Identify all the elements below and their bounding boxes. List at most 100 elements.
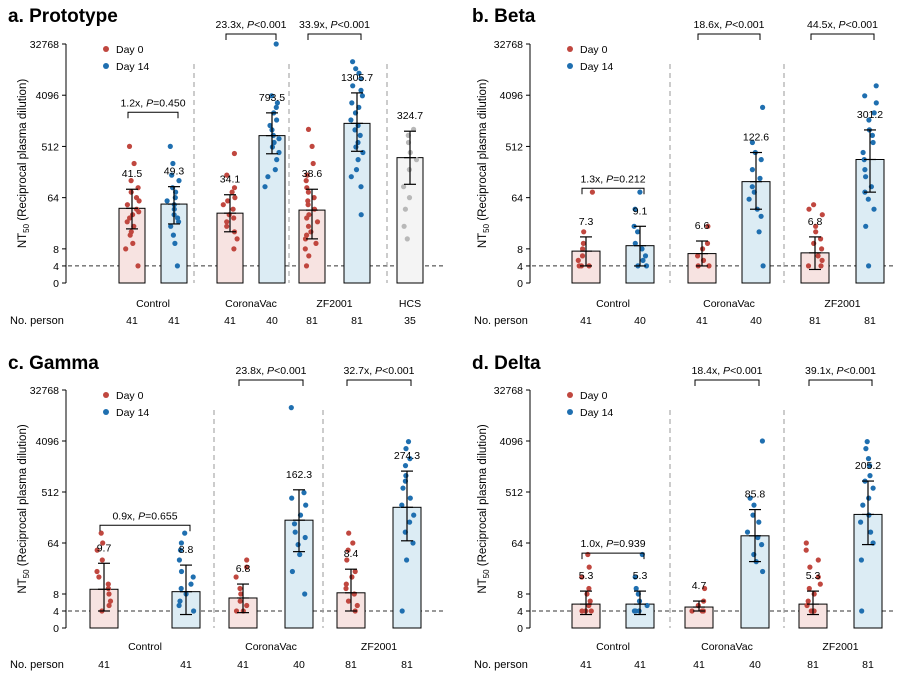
y-tick-label: 64 [511, 538, 523, 550]
gmt-value-label: 162.3 [286, 469, 312, 481]
row-label-no-person: No. person [474, 659, 528, 671]
data-point [579, 253, 586, 259]
data-point [274, 157, 280, 163]
data-point [815, 557, 821, 563]
data-point [811, 202, 817, 208]
y-tick-label: 8 [517, 244, 523, 256]
data-point [176, 557, 182, 563]
gmt-value-label: 122.6 [743, 132, 769, 144]
n-person-value: 41 [634, 659, 646, 671]
gmt-value-label: 7.3 [579, 216, 594, 228]
data-point [177, 547, 184, 553]
data-point [345, 547, 351, 553]
data-point [358, 76, 364, 82]
data-point [133, 195, 140, 201]
group-control: Control 9.7 41 8.8 41 0.9x, P=0.655 [89, 510, 201, 671]
gmt-value-label: 8.8 [179, 544, 194, 556]
y-tick-label: 512 [41, 487, 59, 499]
n-person-value: 40 [266, 315, 278, 327]
data-point [123, 246, 129, 252]
legend-marker [103, 63, 109, 69]
data-point [586, 585, 592, 592]
data-point [632, 240, 638, 246]
data-point [349, 100, 355, 106]
comparison-label: 0.9x, P=0.655 [112, 510, 177, 522]
n-person-value: 41 [98, 659, 110, 671]
data-point [98, 530, 104, 536]
legend-marker [103, 409, 109, 415]
n-person-value: 41 [180, 659, 192, 671]
data-point [403, 473, 409, 479]
data-point [308, 229, 314, 235]
data-point [756, 519, 762, 525]
data-point [407, 456, 413, 462]
comparison-bracket [225, 33, 277, 40]
data-point [863, 223, 869, 229]
n-person-value: 41 [693, 659, 705, 671]
data-point [862, 93, 868, 99]
y-tick-label: 0 [53, 278, 59, 290]
category-label: CoronaVac [225, 298, 277, 310]
group-coronavac: CoronaVac 34.1 41 793.5 40 23.3x, P<0.001 [216, 19, 287, 327]
data-point [704, 240, 711, 246]
data-point [757, 175, 763, 181]
data-point [639, 246, 645, 252]
y-tick-label: 32768 [494, 39, 523, 51]
data-point [870, 485, 876, 491]
gmt-value-label: 8.4 [344, 548, 359, 560]
legend-marker [567, 409, 573, 415]
gmt-value-label: 9.1 [633, 205, 648, 217]
y-tick-label: 4 [53, 261, 59, 273]
data-point [272, 167, 278, 173]
gmt-value-label: 4.7 [692, 580, 707, 592]
data-point [689, 608, 695, 614]
data-point [865, 456, 872, 462]
data-point [575, 257, 581, 263]
gmt-value-label: 38.6 [302, 168, 323, 180]
y-tick-label: 32768 [494, 385, 523, 397]
comparison-label: 39.1x, P<0.001 [805, 365, 876, 377]
comparison-bracket [581, 552, 645, 560]
legend: Day 0 Day 14 [103, 44, 149, 73]
data-point [128, 229, 134, 235]
data-point [353, 66, 359, 72]
data-point [758, 213, 764, 219]
comparison-label: 23.8x, P<0.001 [236, 365, 307, 377]
panel-title: c. Gamma [8, 353, 99, 374]
data-point [305, 202, 311, 208]
category-label: CoronaVac [245, 641, 297, 653]
data-point [131, 160, 137, 167]
y-tick-label: 32768 [30, 385, 59, 397]
data-point [305, 189, 311, 195]
data-point [346, 530, 352, 536]
data-point [191, 608, 197, 614]
data-point [760, 263, 766, 269]
data-point [867, 463, 873, 469]
data-point [863, 446, 869, 452]
data-point [758, 157, 764, 163]
y-tick-label: 512 [505, 141, 523, 153]
data-point [349, 574, 355, 580]
group-control: Control 5.3 41 5.3 41 1.0x, P=0.939 [571, 538, 655, 671]
data-point [127, 215, 133, 221]
legend-marker [567, 63, 573, 69]
data-point [756, 229, 762, 235]
n-person-value: 81 [351, 315, 363, 327]
data-point [230, 206, 236, 212]
data-point [860, 502, 866, 508]
data-point [413, 157, 420, 163]
data-point [399, 502, 405, 508]
data-point [759, 438, 766, 444]
data-point [358, 184, 364, 190]
y-tick-label: 32768 [30, 39, 59, 51]
panel-title: a. Prototype [8, 6, 118, 27]
data-point [406, 195, 413, 201]
n-person-value: 81 [809, 315, 821, 327]
gmt-value-label: 41.5 [122, 168, 143, 180]
data-point [274, 100, 280, 106]
n-person-value: 35 [404, 315, 416, 327]
data-point [309, 143, 315, 149]
data-point [305, 126, 312, 132]
data-point [867, 473, 873, 479]
gmt-value-label: 1305.7 [341, 72, 373, 84]
